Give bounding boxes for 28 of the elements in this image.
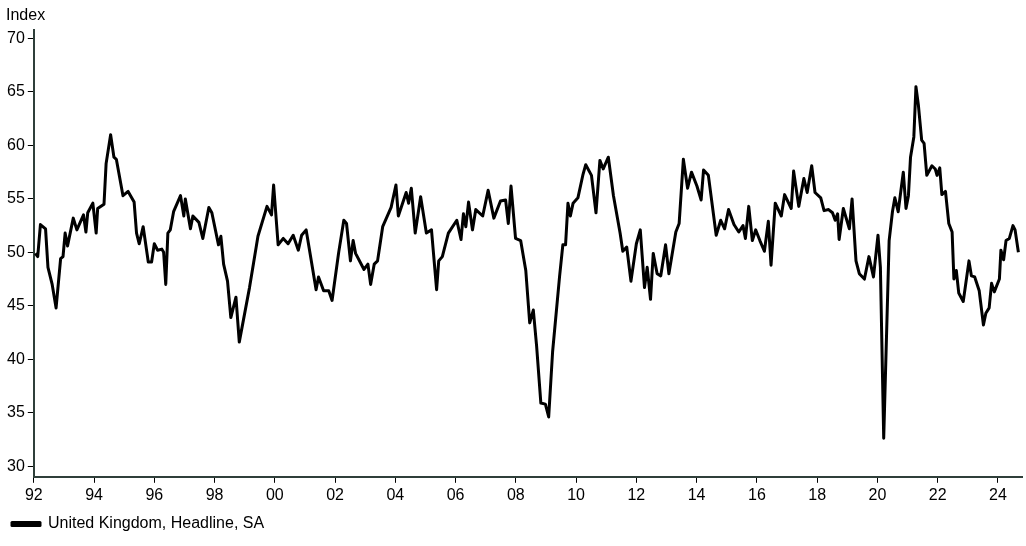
y-tick-label: 70 xyxy=(7,28,25,46)
x-tick-label: 04 xyxy=(386,485,405,503)
y-tick-label: 50 xyxy=(7,242,25,260)
x-tick-label: 00 xyxy=(265,485,284,503)
x-tick-label: 06 xyxy=(446,485,465,503)
y-tick-label: 45 xyxy=(7,296,25,314)
y-tick-label: 60 xyxy=(7,135,25,153)
x-tick-label: 20 xyxy=(868,485,887,503)
x-tick-label: 08 xyxy=(506,485,525,503)
y-tick-label: 30 xyxy=(7,456,25,474)
x-tick-label: 96 xyxy=(145,485,164,503)
y-tick-label: 35 xyxy=(7,403,25,421)
y-axis-title: Index xyxy=(6,6,46,24)
x-tick-label: 12 xyxy=(627,485,646,503)
x-tick-label: 02 xyxy=(326,485,345,503)
x-tick-label: 98 xyxy=(205,485,224,503)
x-tick-label: 92 xyxy=(24,485,43,503)
x-tick-label: 18 xyxy=(808,485,827,503)
x-tick-label: 22 xyxy=(928,485,947,503)
y-tick-label: 40 xyxy=(7,349,25,367)
x-tick-label: 10 xyxy=(567,485,586,503)
legend-label: United Kingdom, Headline, SA xyxy=(48,514,265,532)
x-tick-label: 94 xyxy=(85,485,104,503)
x-tick-label: 14 xyxy=(687,485,706,503)
y-tick-label: 65 xyxy=(7,82,25,100)
y-tick-label: 55 xyxy=(7,189,25,207)
x-tick-label: 16 xyxy=(747,485,766,503)
x-tick-label: 24 xyxy=(989,485,1007,503)
